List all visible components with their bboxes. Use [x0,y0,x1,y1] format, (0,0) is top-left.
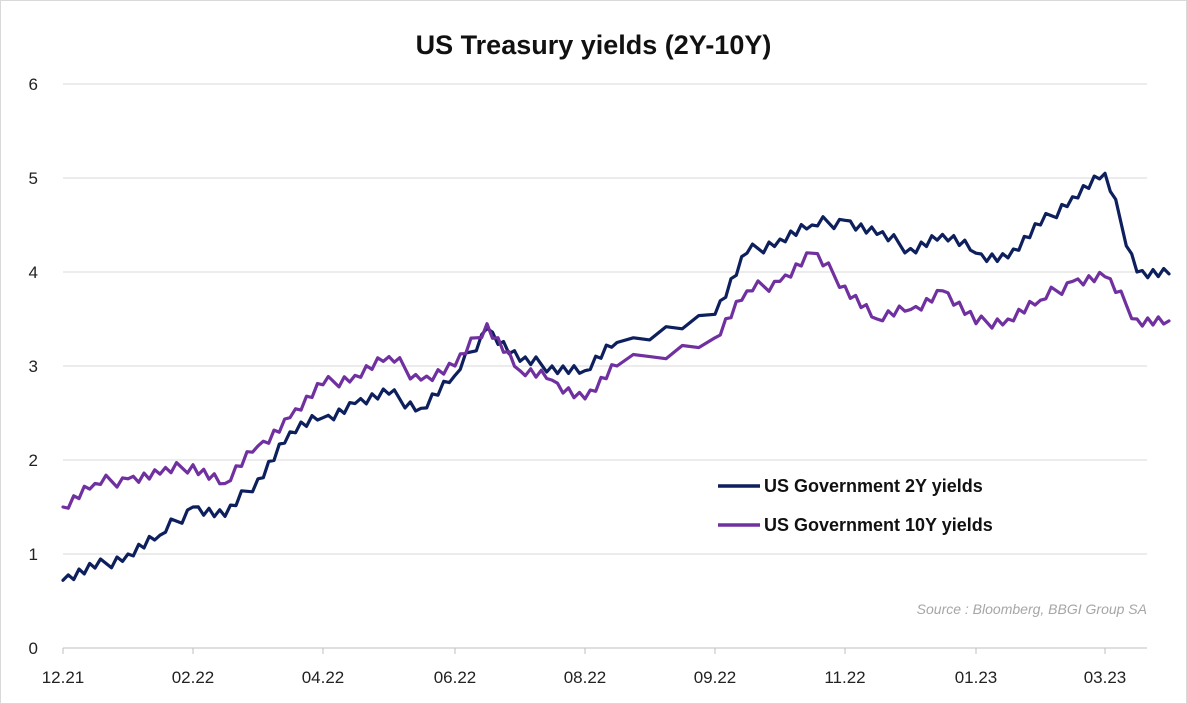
legend-label: US Government 2Y yields [764,476,983,496]
legend: US Government 2Y yields US Government 10Y… [718,476,993,535]
x-tick-label: 03.23 [1084,668,1127,687]
x-tick-label: 09.22 [694,668,737,687]
y-tick-label: 1 [29,545,38,564]
y-tick-label: 2 [29,451,38,470]
x-tick-label: 12.21 [42,668,85,687]
series-lines [61,171,1171,582]
source-note: Source : Bloomberg, BBGI Group SA [916,601,1147,617]
legend-label: US Government 10Y yields [764,515,993,535]
y-tick-label: 4 [29,263,38,282]
y-tick-label: 5 [29,169,38,188]
series-line-10y [61,251,1171,510]
y-tick-label: 0 [29,639,38,658]
y-axis: 0 1 2 3 4 5 6 [29,75,38,658]
series-line-2y [61,171,1171,582]
x-axis: 12.21 02.22 04.22 06.22 08.22 09.22 11.22 01.23… [42,647,1147,687]
x-tick-label: 08.22 [564,668,607,687]
x-tick-label: 06.22 [434,668,477,687]
y-tick-label: 6 [29,75,38,94]
x-tick-label: 02.22 [172,668,215,687]
chart-title: US Treasury yields (2Y-10Y) [415,30,772,60]
x-tick-label: 04.22 [302,668,345,687]
y-tick-label: 3 [29,357,38,376]
x-tick-label: 11.22 [824,668,865,687]
x-tick-label: 01.23 [955,668,998,687]
